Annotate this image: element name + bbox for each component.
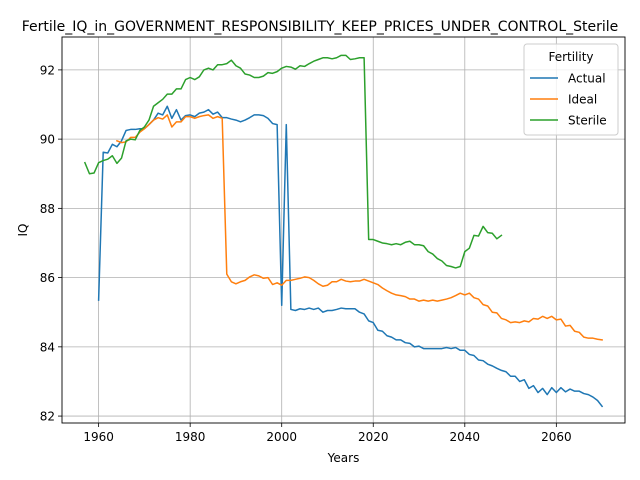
y-tick-label-92: 92 bbox=[40, 63, 55, 77]
y-axis-label: IQ bbox=[16, 224, 30, 237]
series-layer bbox=[83, 54, 604, 408]
legend-label-ideal: Ideal bbox=[568, 93, 597, 107]
y-tick-label-86: 86 bbox=[40, 271, 55, 285]
plot-frame bbox=[61, 36, 626, 424]
y-tick-label-82: 82 bbox=[40, 410, 55, 424]
x-tick-label-1960: 1960 bbox=[83, 430, 114, 444]
y-tick-label-84: 84 bbox=[40, 340, 55, 354]
legend-label-sterile: Sterile bbox=[568, 114, 607, 128]
x-tick-label-2060: 2060 bbox=[541, 430, 572, 444]
y-tick-label-90: 90 bbox=[40, 133, 55, 147]
legend-label-actual: Actual bbox=[568, 72, 606, 86]
x-tick-label-2000: 2000 bbox=[266, 430, 297, 444]
x-axis-label: Years bbox=[327, 451, 360, 465]
series-line-ideal bbox=[115, 114, 603, 341]
series-line-actual bbox=[97, 105, 604, 408]
x-tick-label-2040: 2040 bbox=[450, 430, 481, 444]
chart-title: Fertile_IQ_in_GOVERNMENT_RESPONSIBILITY_… bbox=[22, 19, 619, 35]
legend-title: Fertility bbox=[548, 50, 593, 64]
y-tick-label-88: 88 bbox=[40, 202, 55, 216]
axis-ticks: 1960 1980 2000 2020 2040 2060 82 84 86 88 90 92 bbox=[40, 63, 572, 444]
legend-box bbox=[523, 43, 619, 136]
series-line-sterile bbox=[83, 54, 503, 269]
x-tick-label-1980: 1980 bbox=[175, 430, 206, 444]
legend: Fertility Actual Ideal Sterile bbox=[523, 43, 619, 136]
x-tick-label-2020: 2020 bbox=[358, 430, 389, 444]
grid-lines bbox=[62, 37, 625, 423]
